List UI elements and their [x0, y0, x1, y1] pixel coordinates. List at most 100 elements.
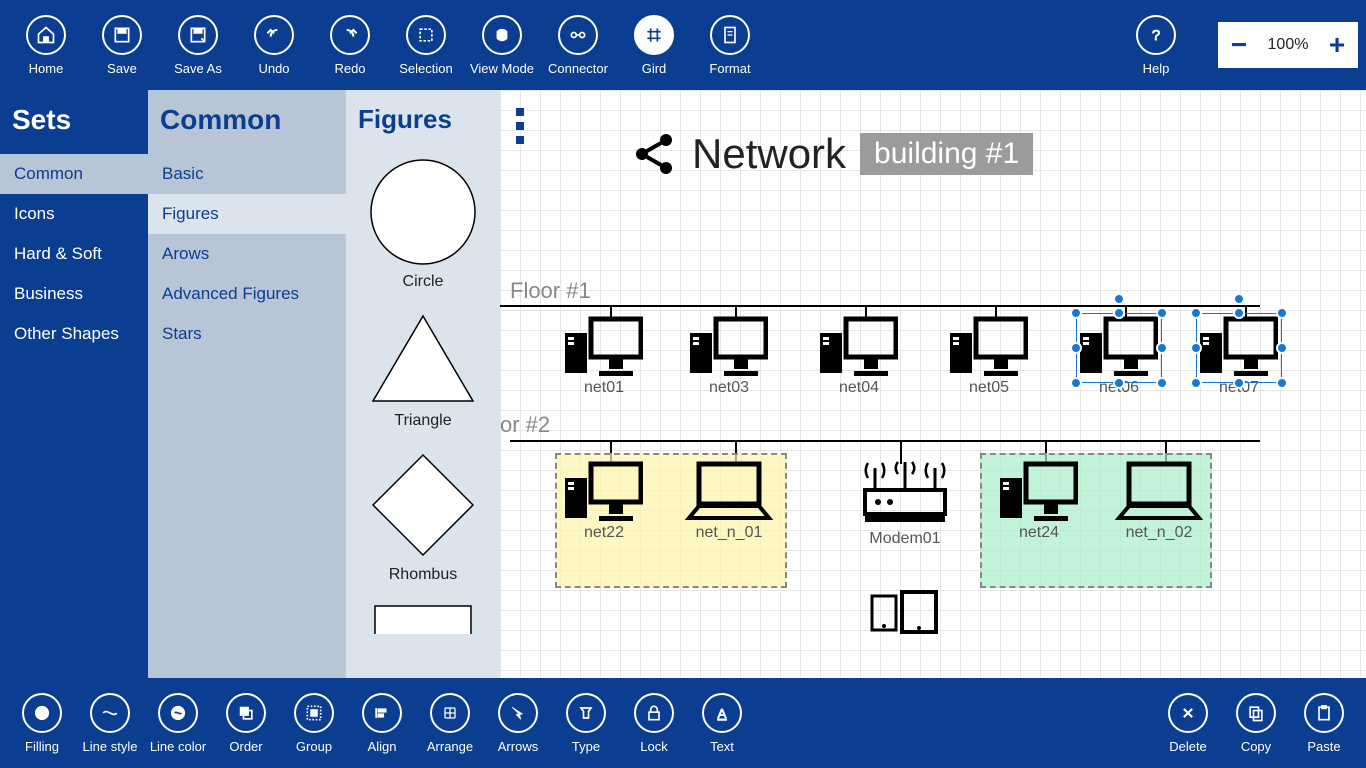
sel-handle[interactable] — [1113, 307, 1125, 319]
text-button[interactable]: A Text — [688, 683, 756, 763]
common-item-3[interactable]: Advanced Figures — [148, 274, 346, 314]
figure-triangle[interactable]: Triangle — [346, 299, 500, 438]
node-net04[interactable]: net04 — [820, 315, 898, 397]
toolbar-top: Home Save Save As Undo Redo Selection Vi… — [0, 0, 1366, 90]
node-Modem01[interactable]: Modem01 — [860, 460, 950, 548]
grid-button[interactable]: Gird — [616, 5, 692, 85]
sel-handle[interactable] — [1190, 342, 1202, 354]
diagram-title: Network building #1 — [630, 130, 1033, 178]
connector-label: Connector — [548, 61, 608, 76]
sel-handle[interactable] — [1233, 307, 1245, 319]
sel-handle[interactable] — [1190, 377, 1202, 389]
common-item-1[interactable]: Figures — [148, 194, 346, 234]
lock-button[interactable]: Lock — [620, 683, 688, 763]
zoom-in-button[interactable]: + — [1316, 22, 1358, 68]
type-label: Type — [572, 739, 600, 754]
undo-button[interactable]: Undo — [236, 5, 312, 85]
lock-icon — [634, 693, 674, 733]
format-button[interactable]: Format — [692, 5, 768, 85]
figure-circle[interactable]: Circle — [346, 145, 500, 299]
text-icon: A — [702, 693, 742, 733]
filling-button[interactable]: Filling — [8, 683, 76, 763]
save-button[interactable]: Save — [84, 5, 160, 85]
sel-handle[interactable] — [1070, 342, 1082, 354]
order-button[interactable]: Order — [212, 683, 280, 763]
paste-icon — [1304, 693, 1344, 733]
figure-rect[interactable] — [346, 592, 500, 648]
selection-net07 — [1196, 313, 1282, 383]
grid-label: Gird — [642, 61, 667, 76]
common-item-0[interactable]: Basic — [148, 154, 346, 194]
node-net24[interactable]: net24 — [1000, 460, 1078, 542]
arrange-button[interactable]: Arrange — [416, 683, 484, 763]
rotate-handle[interactable] — [1113, 293, 1125, 305]
copy-label: Copy — [1241, 739, 1271, 754]
help-button[interactable]: ? Help — [1118, 5, 1194, 85]
canvas[interactable]: Network building #1 Floor #1 or #2 net01… — [500, 90, 1366, 678]
main-area: Sets CommonIconsHard & SoftBusinessOther… — [0, 90, 1366, 678]
redo-button[interactable]: Redo — [312, 5, 388, 85]
node-net01[interactable]: net01 — [565, 315, 643, 397]
common-item-4[interactable]: Stars — [148, 314, 346, 354]
home-button[interactable]: Home — [8, 5, 84, 85]
group-button[interactable]: Group — [280, 683, 348, 763]
node-net03[interactable]: net03 — [690, 315, 768, 397]
align-button[interactable]: Align — [348, 683, 416, 763]
home-icon — [26, 15, 66, 55]
grid-icon — [634, 15, 674, 55]
arrows-button[interactable]: Arrows — [484, 683, 552, 763]
sel-handle[interactable] — [1113, 377, 1125, 389]
sel-handle[interactable] — [1156, 307, 1168, 319]
node-net22[interactable]: net22 — [565, 460, 643, 542]
line-style-button[interactable]: Line style — [76, 683, 144, 763]
type-button[interactable]: Type — [552, 683, 620, 763]
align-label: Align — [368, 739, 397, 754]
sel-handle[interactable] — [1190, 307, 1202, 319]
paste-button[interactable]: Paste — [1290, 683, 1358, 763]
view-mode-button[interactable]: View Mode — [464, 5, 540, 85]
selection-net06 — [1076, 313, 1162, 383]
sel-handle[interactable] — [1070, 307, 1082, 319]
line-color-button[interactable]: Line color — [144, 683, 212, 763]
sel-handle[interactable] — [1276, 307, 1288, 319]
order-label: Order — [229, 739, 262, 754]
figure-rhombus[interactable]: Rhombus — [346, 438, 500, 592]
sel-handle[interactable] — [1070, 377, 1082, 389]
sets-item-4[interactable]: Other Shapes — [0, 314, 148, 354]
drag-handle-icon[interactable] — [516, 108, 524, 144]
rotate-handle[interactable] — [1233, 293, 1245, 305]
connector-button[interactable]: Connector — [540, 5, 616, 85]
copy-button[interactable]: Copy — [1222, 683, 1290, 763]
delete-button[interactable]: Delete — [1154, 683, 1222, 763]
arrange-icon — [430, 693, 470, 733]
node-net_n_01[interactable]: net_n_01 — [685, 460, 773, 542]
save-as-icon — [178, 15, 218, 55]
selection-label: Selection — [399, 61, 452, 76]
save-as-label: Save As — [174, 61, 222, 76]
sel-handle[interactable] — [1233, 377, 1245, 389]
save-as-button[interactable]: Save As — [160, 5, 236, 85]
sets-item-3[interactable]: Business — [0, 274, 148, 314]
view-mode-label: View Mode — [470, 61, 534, 76]
node-net05[interactable]: net05 — [950, 315, 1028, 397]
selection-button[interactable]: Selection — [388, 5, 464, 85]
sel-handle[interactable] — [1156, 342, 1168, 354]
format-label: Format — [709, 61, 750, 76]
arrows-label: Arrows — [498, 739, 538, 754]
common-title: Common — [148, 90, 346, 154]
line-style-label: Line style — [83, 739, 138, 754]
sel-handle[interactable] — [1276, 342, 1288, 354]
sets-item-0[interactable]: Common — [0, 154, 148, 194]
sel-handle[interactable] — [1276, 377, 1288, 389]
node-net_n_02[interactable]: net_n_02 — [1115, 460, 1203, 542]
group-label: Group — [296, 739, 332, 754]
paste-label: Paste — [1307, 739, 1340, 754]
common-item-2[interactable]: Arows — [148, 234, 346, 274]
sel-handle[interactable] — [1156, 377, 1168, 389]
redo-label: Redo — [334, 61, 365, 76]
figures-title: Figures — [346, 90, 500, 145]
zoom-out-button[interactable]: − — [1218, 22, 1260, 68]
sets-item-1[interactable]: Icons — [0, 194, 148, 234]
sets-item-2[interactable]: Hard & Soft — [0, 234, 148, 274]
devices-icon[interactable] — [870, 590, 938, 634]
